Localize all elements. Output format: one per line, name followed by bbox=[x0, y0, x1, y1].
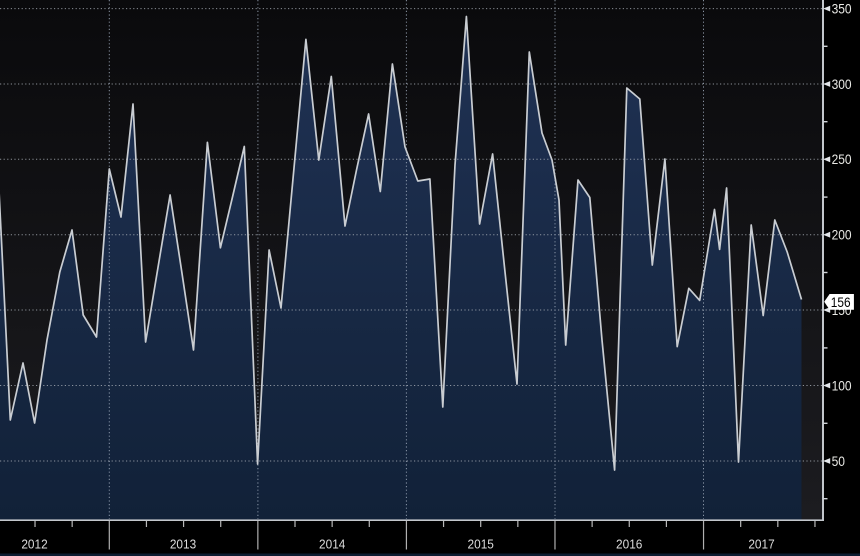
svg-text:2015: 2015 bbox=[468, 536, 494, 551]
svg-text:50: 50 bbox=[832, 454, 845, 469]
svg-text:350: 350 bbox=[832, 1, 852, 16]
svg-text:156: 156 bbox=[831, 295, 851, 310]
svg-text:2013: 2013 bbox=[170, 536, 196, 551]
svg-text:250: 250 bbox=[832, 152, 852, 167]
svg-text:300: 300 bbox=[832, 77, 852, 92]
svg-text:100: 100 bbox=[832, 378, 852, 393]
svg-text:200: 200 bbox=[832, 228, 852, 243]
svg-text:2016: 2016 bbox=[616, 536, 642, 551]
svg-text:2017: 2017 bbox=[748, 536, 774, 551]
svg-text:2014: 2014 bbox=[319, 536, 345, 551]
svg-text:2012: 2012 bbox=[21, 536, 47, 551]
